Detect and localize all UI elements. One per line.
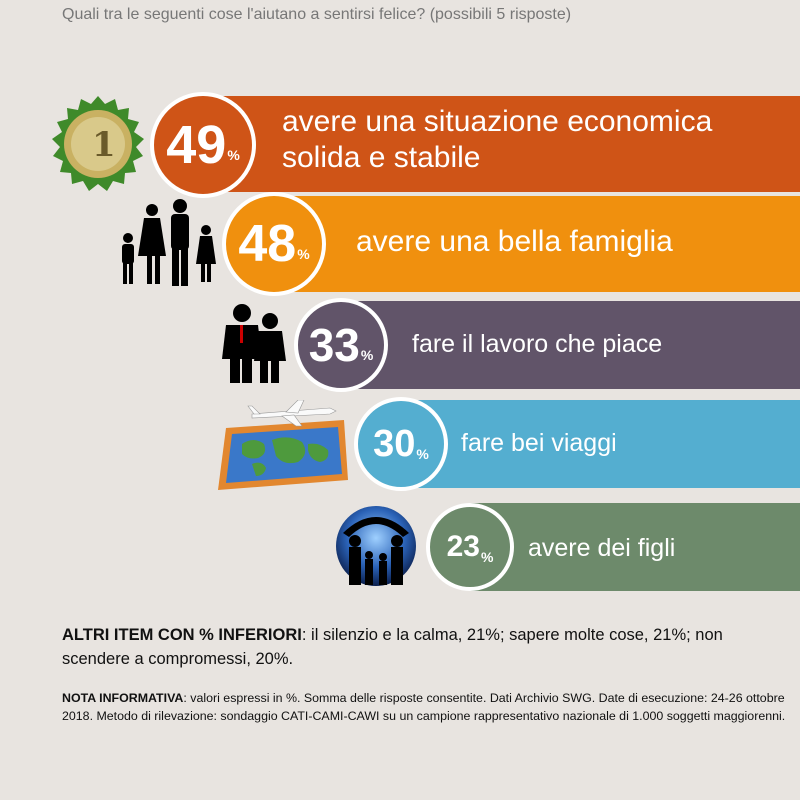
value-circle: 48 % xyxy=(222,192,326,296)
value-circle: 30 % xyxy=(354,397,448,491)
note-body: : valori espressi in %. Somma delle risp… xyxy=(62,691,786,723)
airplane-map-icon xyxy=(218,400,348,490)
item-bar xyxy=(210,96,800,192)
item-value: 48 xyxy=(238,215,297,273)
item-bar xyxy=(345,301,800,389)
item-value: 33 xyxy=(308,319,360,371)
item-label-line2: solida e stabile xyxy=(282,141,481,174)
other-items-text: ALTRI ITEM CON % INFERIORI: il silenzio … xyxy=(62,624,790,672)
value-circle: 33 % xyxy=(294,298,388,392)
percent-sign: % xyxy=(416,446,429,462)
other-items-title: ALTRI ITEM CON % INFERIORI xyxy=(62,626,302,644)
question-title: Quali tra le seguenti cose l'aiutano a s… xyxy=(62,6,572,23)
item-label: fare il lavoro che piace xyxy=(412,329,662,359)
item-label: avere una situazione economica solida e … xyxy=(282,104,712,176)
item-value: 23 xyxy=(446,530,480,563)
percent-sign: % xyxy=(297,246,310,262)
item-bar xyxy=(280,196,800,292)
item-bar xyxy=(470,503,800,591)
item-row-famiglia: 48 % avere una bella famiglia xyxy=(0,192,800,296)
item-label-line1: avere una bella famiglia xyxy=(356,225,673,258)
business-people-icon xyxy=(222,304,286,383)
item-row-viaggi: 30 % fare bei viaggi xyxy=(0,397,800,491)
item-label: avere dei figli xyxy=(528,533,675,563)
svg-text:1: 1 xyxy=(92,125,116,165)
item-label-line1: fare bei viaggi xyxy=(461,429,617,457)
family-silhouette-icon xyxy=(122,199,216,286)
item-row-lavoro: 33 % fare il lavoro che piace xyxy=(0,298,800,392)
item-row-figli: 23 % avere dei figli xyxy=(0,503,800,591)
item-label-line1: fare il lavoro che piace xyxy=(412,330,663,358)
item-bar xyxy=(406,400,800,488)
item-label-line1: avere una situazione economica xyxy=(282,105,713,138)
item-value: 30 xyxy=(373,423,416,465)
value-circle: 23 % xyxy=(426,503,514,591)
methodology-note: NOTA INFORMATIVA: valori espressi in %. … xyxy=(62,690,792,726)
note-title: NOTA INFORMATIVA xyxy=(62,691,184,705)
other-items-body: : il silenzio e la calma, 21%; sapere mo… xyxy=(62,626,723,668)
item-label-line1: avere dei figli xyxy=(528,534,676,562)
children-silhouette-icon xyxy=(336,506,416,586)
value-circle: 49 % xyxy=(150,92,256,198)
percent-sign: % xyxy=(480,549,494,565)
item-label: avere una bella famiglia xyxy=(356,224,673,260)
item-row-economica: 1 49 % avere una situazione economica so… xyxy=(0,92,800,198)
item-value: 49 xyxy=(166,115,227,175)
percent-sign: % xyxy=(227,147,240,163)
item-label: fare bei viaggi xyxy=(461,428,617,458)
euro-coin-icon: 1 xyxy=(52,96,144,191)
percent-sign: % xyxy=(360,347,374,363)
